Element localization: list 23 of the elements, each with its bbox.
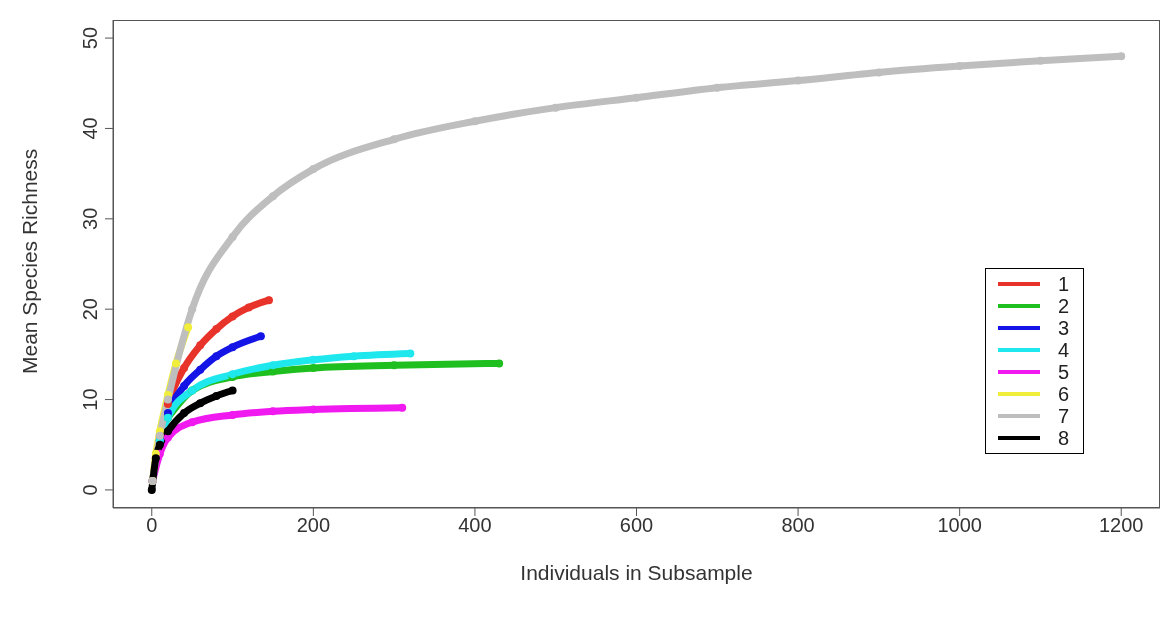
x-axis-title: Individuals in Subsample xyxy=(520,561,753,584)
x-tick-label: 0 xyxy=(146,514,158,537)
legend-label: 1 xyxy=(1058,272,1070,296)
y-tick-label: 40 xyxy=(79,117,101,140)
y-tick-label: 0 xyxy=(79,484,101,496)
legend-label: 2 xyxy=(1058,294,1070,318)
legend-label: 8 xyxy=(1058,426,1070,450)
legend-label: 7 xyxy=(1058,404,1070,428)
x-tick-label: 800 xyxy=(781,514,815,537)
y-tick-label: 20 xyxy=(79,298,101,321)
x-tick-label: 1000 xyxy=(937,514,982,537)
legend-label: 6 xyxy=(1058,382,1070,406)
y-tick-label: 10 xyxy=(79,388,101,411)
x-tick-label: 200 xyxy=(296,514,331,537)
y-tick-label: 30 xyxy=(79,207,101,230)
x-tick-label: 1200 xyxy=(1098,514,1144,537)
legend-label: 3 xyxy=(1058,316,1070,340)
legend-label: 4 xyxy=(1058,338,1070,362)
x-tick-label: 400 xyxy=(458,514,492,537)
y-axis-title: Mean Species Richness xyxy=(18,148,42,374)
y-tick-label: 50 xyxy=(79,26,101,50)
legend-label: 5 xyxy=(1058,360,1070,384)
x-tick-label: 600 xyxy=(619,514,654,537)
